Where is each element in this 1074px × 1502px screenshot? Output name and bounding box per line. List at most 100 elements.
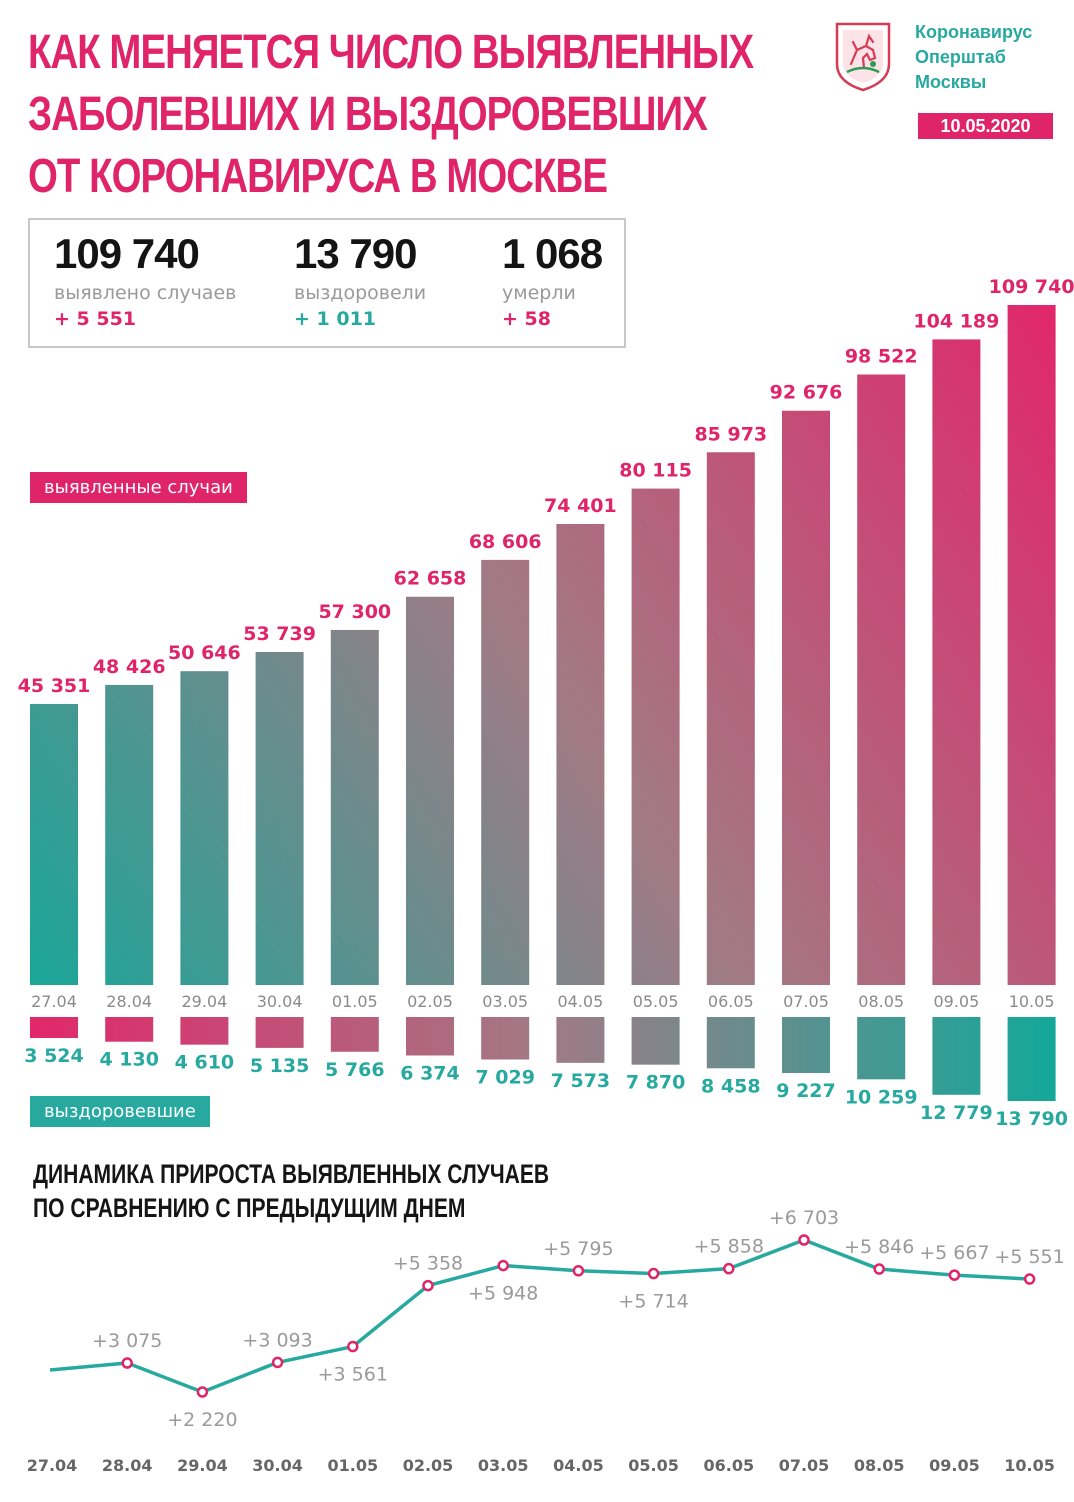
- recovered-bar: [255, 1017, 304, 1048]
- date-badge: 10.05.2020: [918, 113, 1053, 139]
- cases-bar: [932, 339, 981, 985]
- date-tick-label: 07.05: [783, 992, 829, 1011]
- subtitle-line: ДИНАМИКА ПРИРОСТА ВЫЯВЛЕННЫХ СЛУЧАЕВ: [33, 1159, 550, 1189]
- stat-value: 13 790: [294, 230, 417, 277]
- recovered-value-label: 5 135: [250, 1055, 310, 1077]
- date-tick-label: 27.04: [31, 992, 77, 1011]
- cases-value-label: 57 300: [318, 601, 391, 623]
- cases-value-label: 68 606: [469, 531, 542, 553]
- date-tick-label: 29.04: [181, 992, 227, 1011]
- title-line: КАК МЕНЯЕТСЯ ЧИСЛО ВЫЯВЛЕННЫХ: [28, 26, 754, 79]
- cases-bar: [782, 410, 830, 986]
- cases-bar: [105, 684, 154, 985]
- cases-bar: [255, 652, 304, 985]
- recovered-bar: [556, 1017, 605, 1063]
- cases-value-label: 98 522: [845, 346, 918, 368]
- recovered-value-label: 4 130: [99, 1049, 159, 1071]
- cases-value-label: 74 401: [544, 495, 617, 517]
- brand-line: Коронавирус: [915, 22, 1033, 42]
- recovered-value-label: 5 766: [325, 1059, 385, 1081]
- growth-point: [723, 1262, 735, 1275]
- growth-value-label: +3 561: [318, 1364, 388, 1386]
- date-tick-label: 02.05: [403, 1456, 454, 1475]
- growth-point: [347, 1340, 359, 1353]
- recovered-bar: [932, 1017, 981, 1095]
- date-tick-label: 06.05: [708, 992, 754, 1011]
- growth-point: [647, 1267, 660, 1280]
- growth-value-label: +2 220: [167, 1409, 237, 1431]
- growth-point: [497, 1259, 509, 1272]
- cases-value-label: 92 676: [770, 382, 843, 404]
- cases-bar: [180, 671, 229, 985]
- recovered-bar: [481, 1017, 530, 1060]
- subtitle-line: ПО СРАВНЕНИЮ С ПРЕДЫДУЩИМ ДНЕМ: [33, 1193, 466, 1223]
- cases-bar: [857, 374, 906, 985]
- cases-bar: [631, 488, 680, 985]
- brand-line: Москвы: [915, 72, 987, 92]
- growth-value-label: +5 667: [919, 1242, 989, 1264]
- summary-box: 109 740 выявлено случаев + 5 551 13 790 …: [28, 218, 626, 348]
- growth-point: [798, 1234, 810, 1246]
- cases-value-label: 53 739: [243, 623, 316, 645]
- stat-label: умерли: [502, 282, 576, 304]
- date-tick-label: 01.05: [327, 1456, 378, 1475]
- growth-chart-title: ДИНАМИКА ПРИРОСТА ВЫЯВЛЕННЫХ СЛУЧАЕВ ПО …: [33, 1157, 549, 1225]
- recovered-value-label: 7 870: [626, 1072, 686, 1094]
- growth-value-label: +5 551: [994, 1246, 1064, 1268]
- growth-point: [121, 1357, 133, 1369]
- brand-line: Оперштаб: [915, 47, 1006, 67]
- growth-point: [422, 1279, 434, 1292]
- cases-bar: [1007, 305, 1056, 985]
- recovered-bar: [330, 1017, 379, 1052]
- date-tick-label: 30.04: [257, 992, 303, 1011]
- date-tick-label: 10.05: [1009, 992, 1055, 1011]
- recovered-bar: [631, 1017, 680, 1065]
- date-tick-label: 30.04: [252, 1456, 303, 1475]
- growth-value-label: +5 358: [393, 1253, 463, 1275]
- cases-bar: [481, 559, 530, 985]
- title-line: ЗАБОЛЕВШИХ И ВЫЗДОРОВЕВШИХ: [28, 88, 708, 141]
- cases-bar: [556, 523, 605, 985]
- date-tick-label: 04.05: [553, 1456, 604, 1475]
- growth-value-label: +5 948: [468, 1283, 538, 1305]
- recovered-value-label: 4 610: [175, 1052, 235, 1074]
- recovered-value-label: 7 573: [551, 1070, 611, 1092]
- growth-value-label: +5 846: [844, 1236, 914, 1258]
- recovered-bar: [782, 1017, 830, 1073]
- growth-point: [271, 1356, 284, 1369]
- stat-value: 109 740: [54, 230, 200, 277]
- cases-bar: [706, 452, 755, 985]
- date-tick-label: 04.05: [557, 992, 603, 1011]
- cases-bar: [30, 703, 78, 985]
- cases-value-label: 62 658: [394, 568, 467, 590]
- growth-line-chart: 27.04 +3 075 28.04 +2 220 29.04 +3 093 30.04 +3…: [27, 1207, 1065, 1475]
- date-tick-label: 09.05: [929, 1456, 980, 1475]
- recovered-bar: [30, 1017, 78, 1038]
- growth-point: [948, 1269, 961, 1281]
- date-tick-label: 28.04: [106, 992, 152, 1011]
- title-line: ОТ КОРОНАВИРУСА В МОСКВЕ: [28, 150, 608, 203]
- recovered-value-label: 12 779: [920, 1102, 993, 1124]
- cases-value-label: 104 189: [913, 310, 999, 332]
- stat-label: выявлено случаев: [54, 282, 237, 304]
- date-tick-label: 10.05: [1004, 1456, 1055, 1475]
- growth-value-label: +3 093: [242, 1329, 312, 1351]
- recovered-bar: [105, 1017, 154, 1042]
- recovered-value-label: 3 524: [24, 1045, 84, 1067]
- stat-deaths: 1 068 умерли + 58: [502, 230, 603, 330]
- legend-recovered: выздоровевшие: [30, 1096, 210, 1127]
- date-tick-label: 09.05: [933, 992, 979, 1011]
- date-tick-label: 29.04: [177, 1456, 228, 1475]
- growth-point: [196, 1386, 209, 1398]
- stat-detected: 109 740 выявлено случаев + 5 551: [54, 230, 236, 330]
- recovered-value-label: 6 374: [400, 1062, 460, 1084]
- cases-value-label: 48 426: [93, 656, 166, 678]
- moscow-coat-of-arms-icon: [835, 22, 891, 92]
- recovered-bar: [1007, 1017, 1056, 1101]
- growth-value-label: +5 858: [694, 1236, 764, 1258]
- cases-bar: [406, 596, 454, 985]
- date-tick-label: 03.05: [478, 1456, 529, 1475]
- recovered-value-label: 7 029: [475, 1067, 535, 1089]
- growth-point: [873, 1263, 885, 1275]
- date-tick-label: 03.05: [482, 992, 528, 1011]
